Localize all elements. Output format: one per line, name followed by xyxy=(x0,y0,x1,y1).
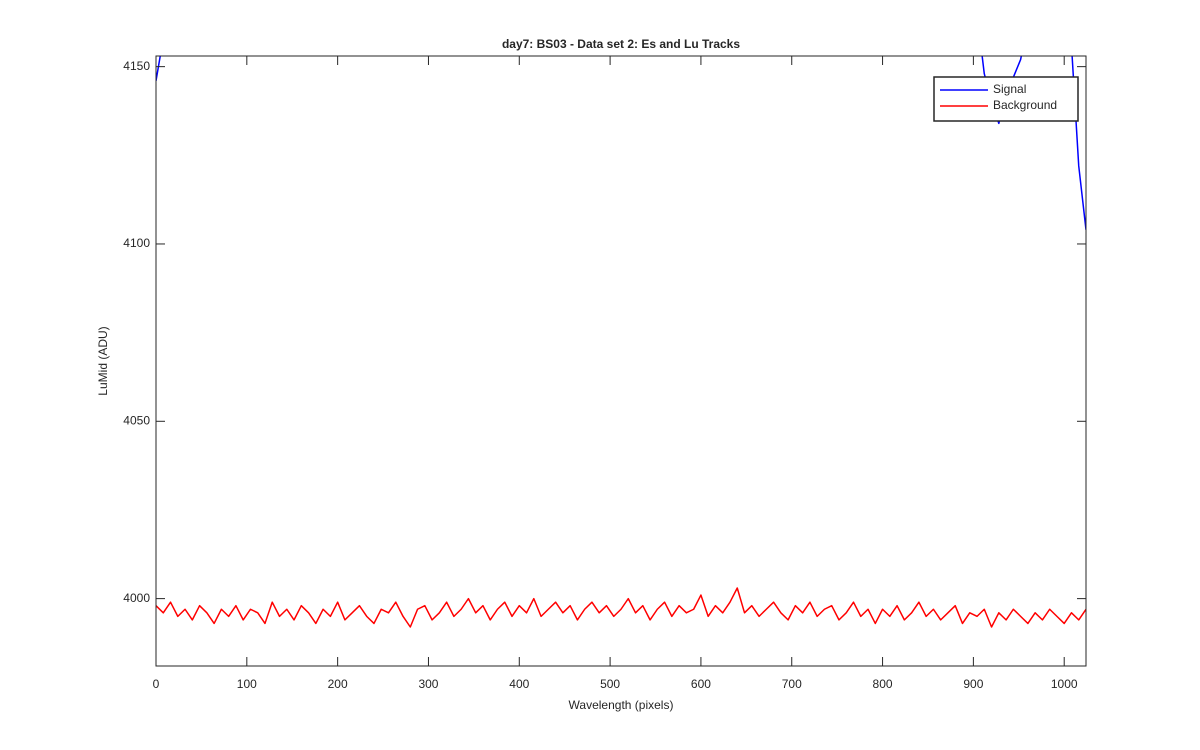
legend-label: Signal xyxy=(993,82,1026,96)
y-tick-label: 4050 xyxy=(123,413,150,427)
y-tick-label: 4150 xyxy=(123,59,150,73)
x-axis-label: Wavelength (pixels) xyxy=(569,698,674,712)
series-line xyxy=(156,587,1086,628)
x-tick-label: 100 xyxy=(237,677,257,691)
y-tick-label: 4000 xyxy=(123,591,150,605)
x-tick-label: 500 xyxy=(600,677,620,691)
x-tick-label: 800 xyxy=(873,677,893,691)
axes-box xyxy=(155,55,1087,667)
x-tick-label: 200 xyxy=(328,677,348,691)
plot-area xyxy=(156,56,1086,628)
x-tick-label: 300 xyxy=(418,677,438,691)
x-tick-label: 400 xyxy=(509,677,529,691)
legend-label: Background xyxy=(993,98,1057,112)
y-tick-label: 4100 xyxy=(123,236,150,250)
y-axis-label: LuMid (ADU) xyxy=(96,326,110,395)
x-tick-label: 1000 xyxy=(1051,677,1078,691)
chart-title: day7: BS03 - Data set 2: Es and Lu Track… xyxy=(502,37,740,51)
legend-box xyxy=(933,76,1079,122)
x-tick-label: 900 xyxy=(963,677,983,691)
x-tick-label: 700 xyxy=(782,677,802,691)
x-tick-label: 0 xyxy=(153,677,160,691)
x-tick-label: 600 xyxy=(691,677,711,691)
